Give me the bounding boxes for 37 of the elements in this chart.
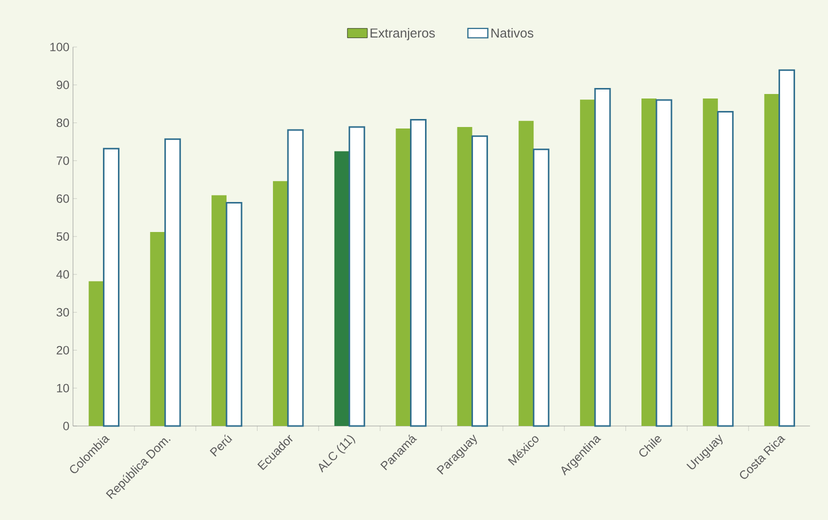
bar <box>88 281 104 426</box>
y-tick-label: 80 <box>56 118 69 128</box>
bar <box>594 88 611 427</box>
bar <box>287 129 304 427</box>
bar <box>641 98 656 426</box>
y-tick-label: 40 <box>56 270 69 279</box>
bar <box>457 126 472 426</box>
legend-label: Extranjeros <box>370 28 435 40</box>
y-tick-label: 50 <box>56 232 69 241</box>
bar <box>226 202 242 427</box>
bar <box>272 181 288 426</box>
y-tick-label: 20 <box>56 346 69 354</box>
bar <box>164 138 181 427</box>
bar <box>348 126 366 427</box>
bar <box>150 232 166 426</box>
y-tick-label: 90 <box>56 80 69 90</box>
bar <box>102 148 120 427</box>
y-tick-label: 30 <box>56 308 69 317</box>
y-tick-label: 10 <box>57 384 69 392</box>
bar <box>764 94 780 426</box>
bar <box>778 69 796 427</box>
y-tick-label: 70 <box>56 156 69 165</box>
bar <box>334 151 350 426</box>
y-tick-label: 0 <box>63 422 70 430</box>
bar <box>396 128 411 426</box>
bar <box>518 120 534 426</box>
bar <box>702 98 718 426</box>
bar <box>410 119 427 427</box>
y-tick-label: 60 <box>56 194 69 203</box>
bar <box>471 135 488 427</box>
bar <box>717 111 734 427</box>
y-tick-label: 100 <box>50 42 69 52</box>
bar <box>532 148 550 427</box>
bar <box>580 100 596 426</box>
bar <box>212 195 227 426</box>
bar <box>656 99 672 427</box>
legend-label: Nativos <box>491 28 534 38</box>
